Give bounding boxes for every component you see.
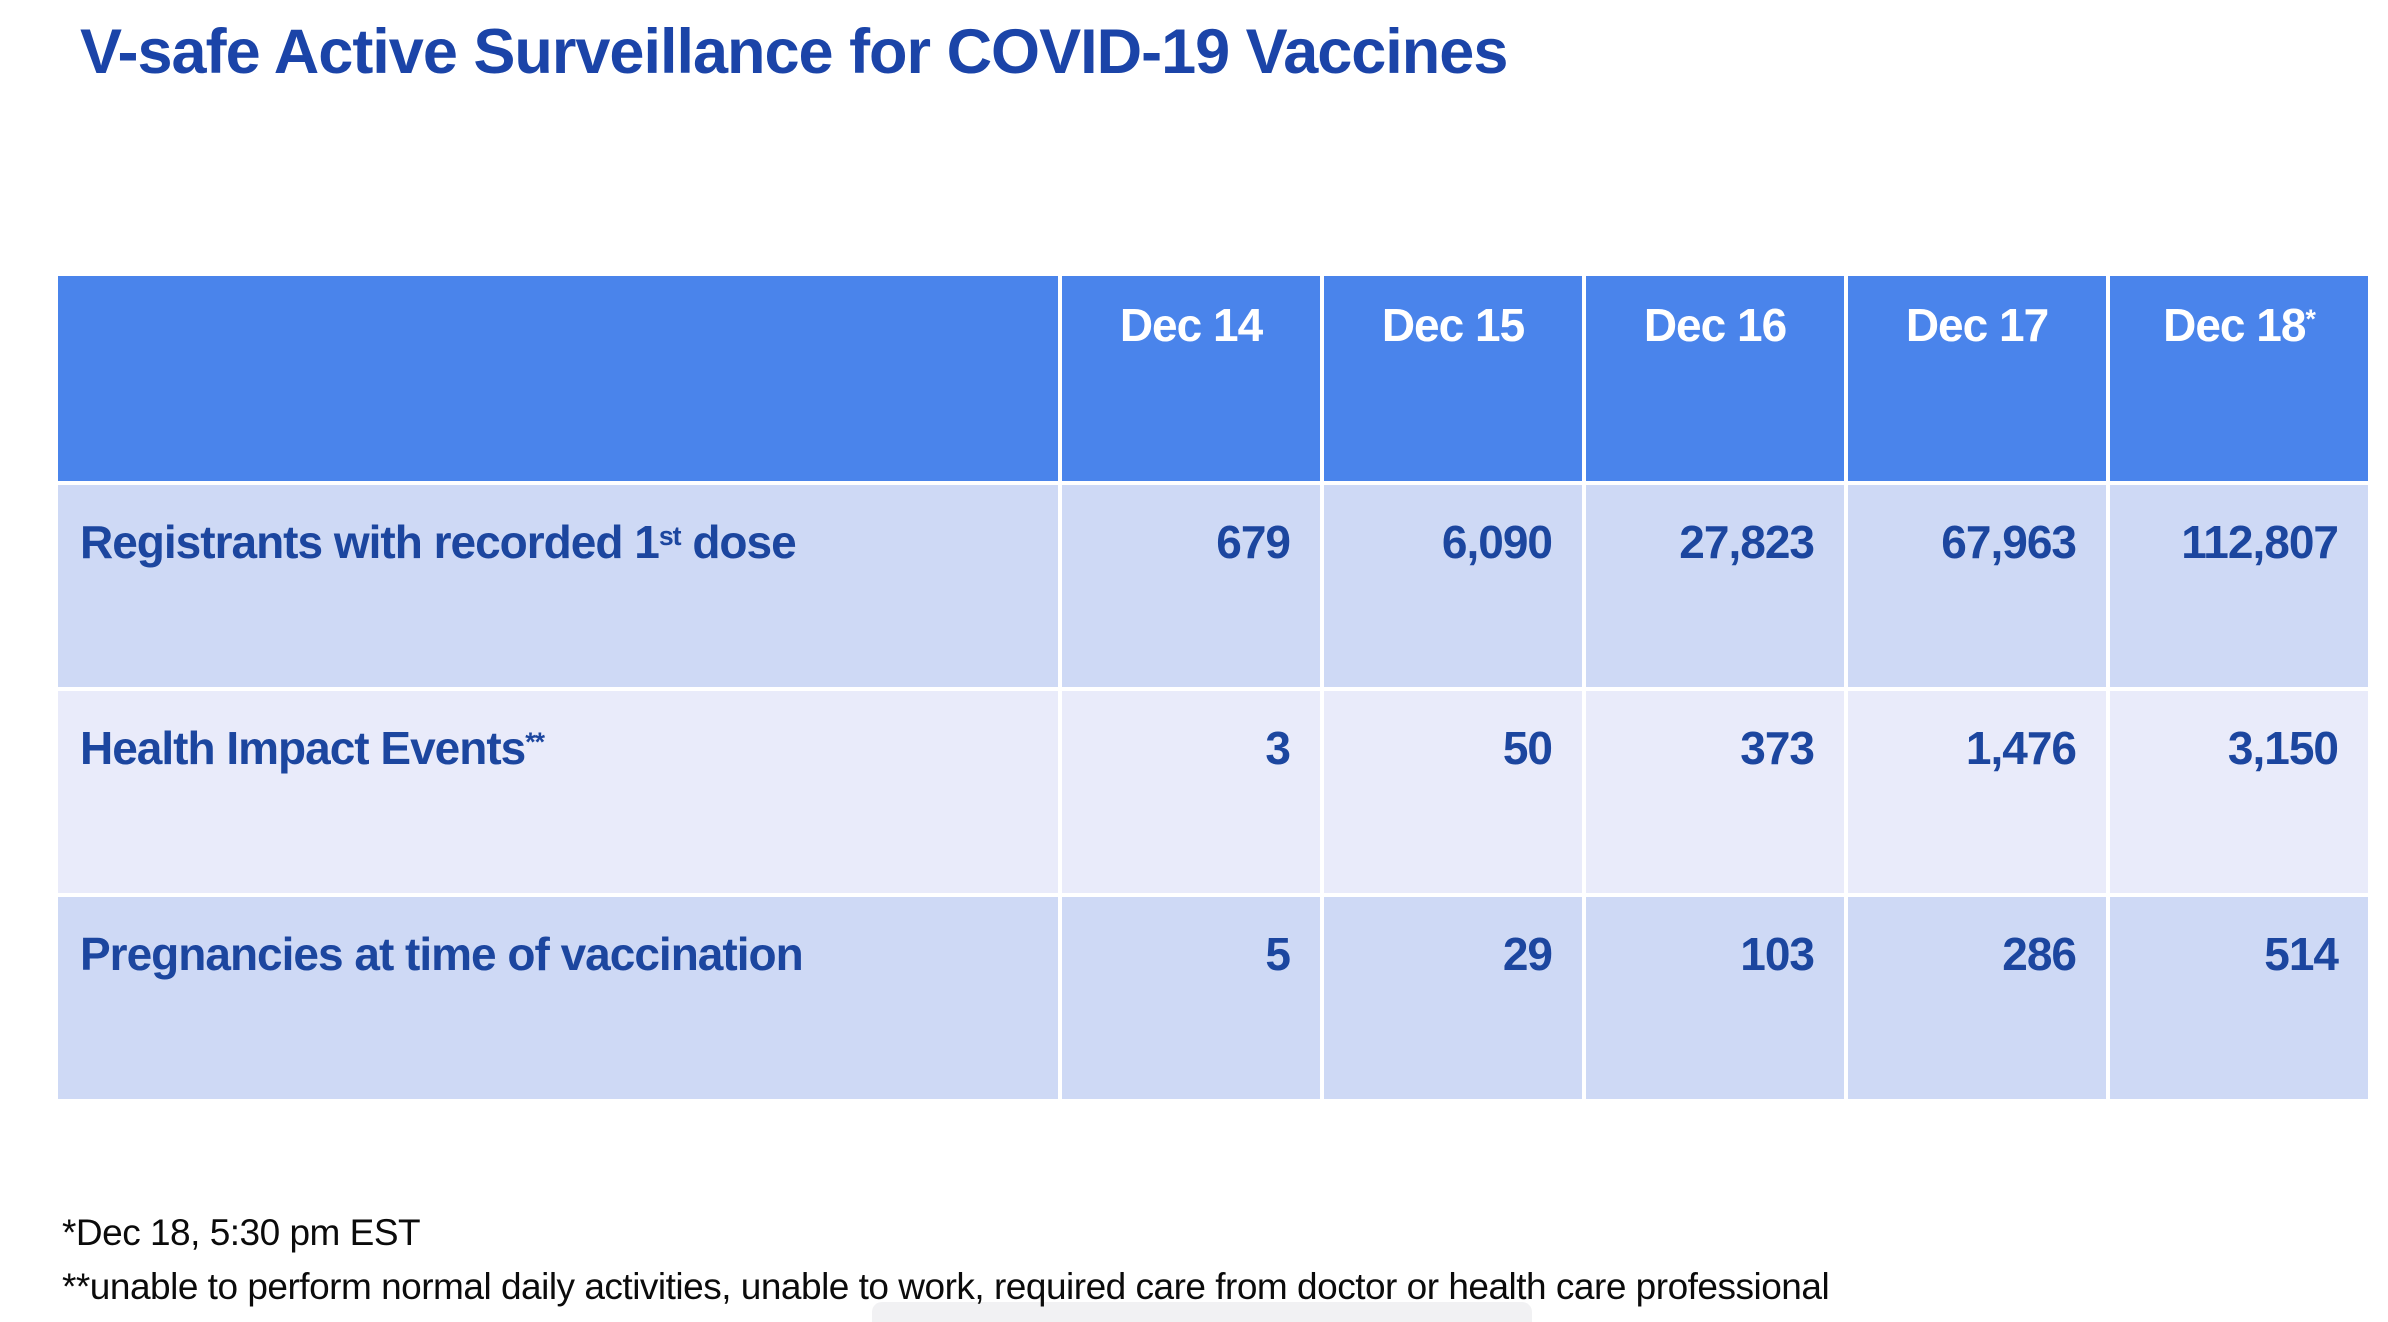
table-cell-value: 3,150: [2110, 691, 2368, 893]
row-label-text: Registrants with recorded 1: [80, 516, 660, 568]
bottom-gray-bar: [872, 1302, 1532, 1322]
table-cell-value: 27,823: [1586, 485, 1844, 687]
table-cell-value: 5: [1062, 897, 1320, 1099]
column-header-label: Dec 16: [1643, 299, 1787, 351]
table-cell-value: 103: [1586, 897, 1844, 1099]
table-cell-value: 112,807: [2110, 485, 2368, 687]
row-label-sup: st: [658, 520, 682, 551]
table-cell-value: 514: [2110, 897, 2368, 1099]
table-cell-value: 373: [1586, 691, 1844, 893]
footnote-asterisk: *Dec 18, 5:30 pm EST: [62, 1212, 421, 1253]
row-label-pregnancies: Pregnancies at time of vaccination: [58, 897, 1058, 1099]
footnote-double-asterisk: **unable to perform normal daily activit…: [62, 1266, 1830, 1307]
page-title: V-safe Active Surveillance for COVID-19 …: [80, 17, 1508, 87]
table-cell-value: 50: [1324, 691, 1582, 893]
table-cell-value: 679: [1062, 485, 1320, 687]
row-label-health-impact: Health Impact Events**: [58, 691, 1058, 893]
surveillance-table: Dec 14 Dec 15 Dec 16 Dec 17 Dec 18* Regi…: [58, 276, 2368, 1099]
column-header-dec-14: Dec 14: [1062, 276, 1320, 481]
row-label-text: Health Impact Events: [80, 722, 526, 774]
column-header-dec-16: Dec 16: [1586, 276, 1844, 481]
row-label-sup: **: [525, 726, 545, 757]
table-cell-value: 1,476: [1848, 691, 2106, 893]
footnotes: *Dec 18, 5:30 pm EST **unable to perform…: [62, 1206, 1830, 1314]
row-label-text: dose: [680, 516, 796, 568]
table-cell-value: 67,963: [1848, 485, 2106, 687]
table-cell-value: 29: [1324, 897, 1582, 1099]
table-corner-cell: [58, 276, 1058, 481]
column-header-dec-17: Dec 17: [1848, 276, 2106, 481]
column-header-label: Dec 15: [1381, 299, 1525, 351]
column-header-label: Dec 14: [1119, 299, 1263, 351]
column-header-sup: *: [2305, 303, 2315, 334]
table-cell-value: 6,090: [1324, 485, 1582, 687]
table-cell-value: 286: [1848, 897, 2106, 1099]
table-cell-value: 3: [1062, 691, 1320, 893]
column-header-dec-18: Dec 18*: [2110, 276, 2368, 481]
row-label-registrants: Registrants with recorded 1st dose: [58, 485, 1058, 687]
column-header-label: Dec 18: [2163, 299, 2306, 351]
column-header-dec-15: Dec 15: [1324, 276, 1582, 481]
row-label-text: Pregnancies at time of vaccination: [80, 928, 804, 980]
column-header-label: Dec 17: [1905, 299, 2049, 351]
